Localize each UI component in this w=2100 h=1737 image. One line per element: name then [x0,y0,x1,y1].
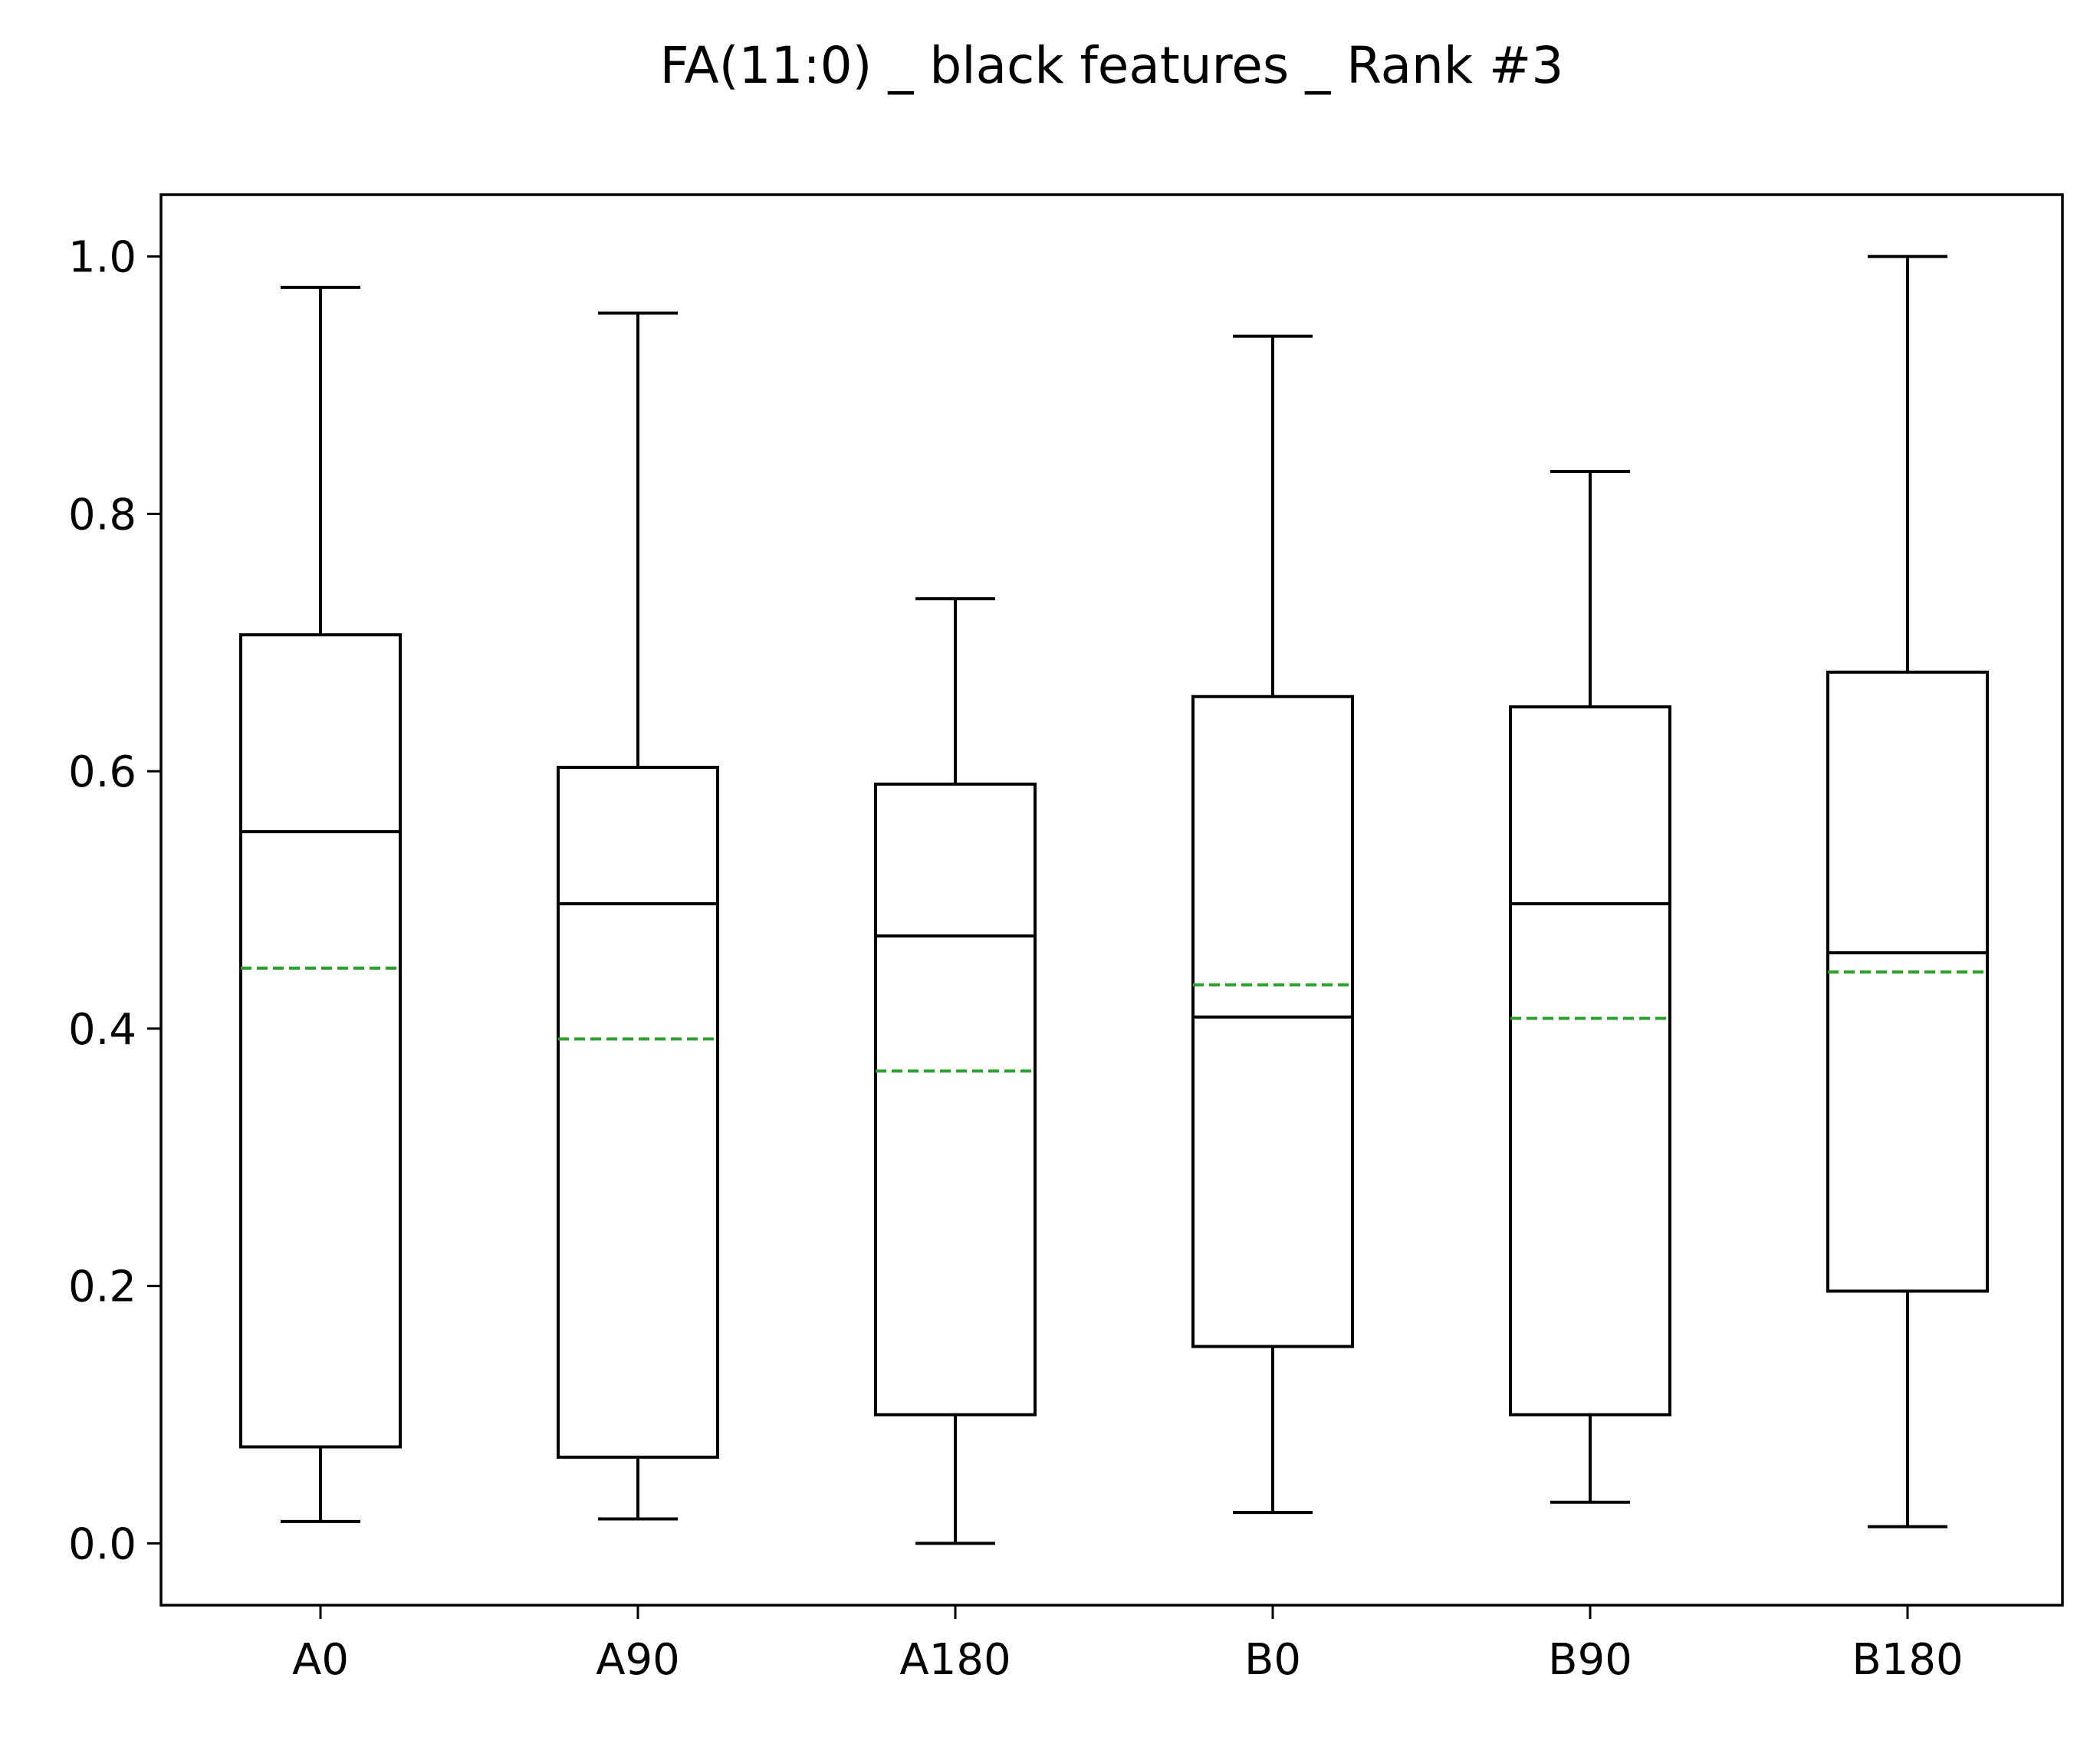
box-series [239,254,1989,1545]
y-tick-label: 0.8 [68,490,136,540]
y-axis: 0.0 0.2 0.4 0.6 0.8 1.0 [68,233,161,1569]
box-b180 [1826,254,1989,1528]
box-iqr [239,633,402,1449]
box-iqr [874,782,1037,1417]
plot-area [159,193,2064,1607]
x-tick-label: B180 [1852,1635,1963,1685]
y-tick-label: 0.2 [68,1263,136,1312]
y-tick-label: 1.0 [68,233,136,283]
x-tick-label: B90 [1548,1635,1632,1685]
box-b90 [1509,469,1671,1504]
x-tick-label: A90 [596,1635,680,1685]
x-tick-label: A0 [292,1635,349,1685]
box-iqr [1509,705,1671,1417]
box-iqr [1191,694,1354,1348]
box-iqr [1826,670,1989,1293]
chart-title: FA(11:0) _ black features _ Rank #3 [660,36,1564,95]
box-a0 [239,285,402,1523]
y-tick-label: 0.4 [68,1005,136,1055]
box-a90 [557,311,719,1521]
y-tick-label: 0.6 [68,747,136,797]
box-b0 [1191,334,1354,1515]
box-a180 [874,597,1037,1545]
x-axis: A0 A90 A180 B0 B90 B180 [292,1605,1964,1685]
y-tick-label: 0.0 [68,1519,136,1569]
x-tick-label: B0 [1244,1635,1301,1685]
box-iqr [557,766,719,1459]
x-tick-label: A180 [899,1635,1011,1685]
